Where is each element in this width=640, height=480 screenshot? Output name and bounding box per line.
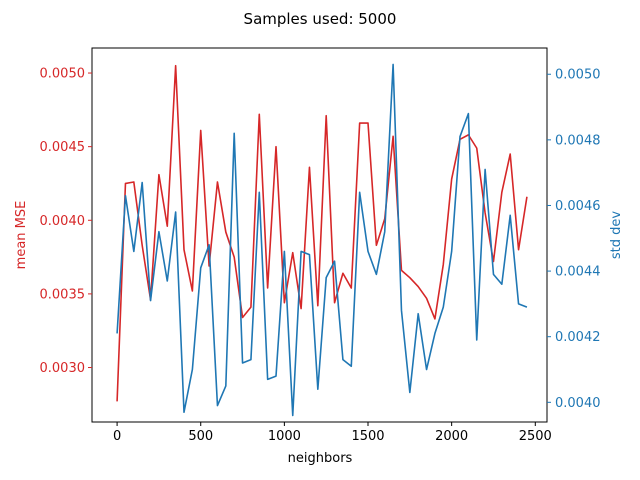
y-right-tick-label: 0.0050 (555, 68, 601, 83)
x-tick-label: 0 (113, 429, 121, 444)
y-right-tick-label: 0.0046 (555, 199, 601, 214)
y-right-tick-label: 0.0048 (555, 133, 601, 148)
y-axis-right-title: std dev (609, 211, 624, 260)
series-line-right (116, 63, 528, 417)
y-left-tick-label: 0.0040 (40, 214, 86, 229)
x-tick-label: 2500 (519, 429, 552, 444)
y-axis-right: 0.0040 0.0042 0.0044 0.0046 0.0048 0.0050 (547, 68, 601, 411)
y-left-tick-label: 0.0035 (40, 287, 86, 302)
series-line-left (116, 64, 528, 402)
plot-frame (91, 47, 548, 423)
y-left-tick-label: 0.0030 (40, 361, 86, 376)
y-axis-left: 0.0030 0.0035 0.0040 0.0045 0.0050 (40, 67, 92, 376)
y-right-tick-label: 0.0044 (555, 265, 601, 280)
x-tick-label: 2000 (435, 429, 468, 444)
x-tick-label: 1000 (268, 429, 301, 444)
y-left-tick-label: 0.0045 (40, 140, 86, 155)
plot-area (116, 63, 528, 417)
chart-title: Samples used: 5000 (244, 10, 397, 28)
y-right-tick-label: 0.0040 (555, 396, 601, 411)
x-axis-title: neighbors (288, 451, 353, 466)
y-left-tick-label: 0.0050 (40, 67, 86, 82)
y-axis-left-title: mean MSE (14, 201, 29, 270)
x-axis: 0 500 1000 1500 2000 2500 (113, 422, 552, 444)
x-tick-label: 1500 (351, 429, 384, 444)
x-tick-label: 500 (188, 429, 213, 444)
y-right-tick-label: 0.0042 (555, 330, 601, 345)
